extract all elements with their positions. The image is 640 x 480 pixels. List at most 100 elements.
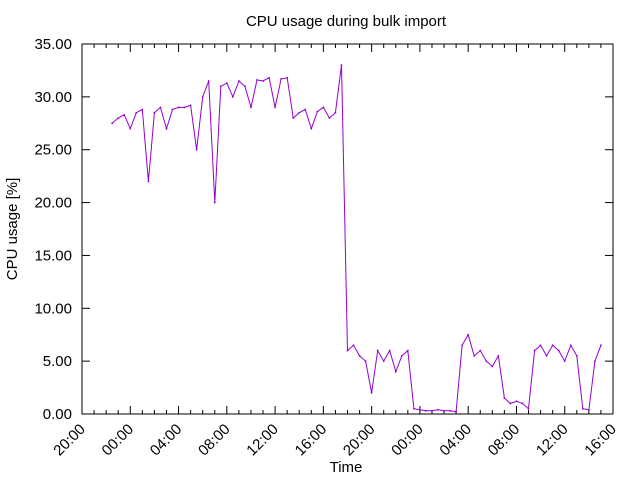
data-point	[461, 344, 464, 347]
data-point	[250, 106, 252, 109]
data-point	[298, 111, 301, 114]
data-point	[425, 409, 427, 412]
data-point	[437, 408, 439, 411]
data-point	[310, 127, 313, 130]
x-tick-label: 08:00	[485, 421, 524, 460]
data-point	[159, 106, 162, 109]
data-point	[473, 354, 476, 357]
data-point	[117, 117, 120, 119]
data-point	[316, 110, 319, 113]
data-point	[515, 400, 518, 403]
data-point	[135, 111, 138, 114]
y-axis-label: CPU usage [%]	[4, 178, 21, 281]
data-point	[153, 111, 156, 114]
y-tick-label: 20.00	[34, 195, 72, 212]
data-point	[467, 333, 470, 336]
x-tick-label: 04:00	[147, 421, 186, 460]
data-point	[419, 408, 421, 411]
data-point	[394, 370, 397, 373]
data-point	[165, 127, 168, 130]
x-tick-label: 20:00	[340, 421, 379, 460]
y-tick-label: 5.00	[43, 353, 72, 370]
data-point	[292, 117, 295, 119]
data-point	[219, 85, 222, 88]
x-tick-label: 20:00	[50, 421, 89, 460]
data-point	[545, 354, 548, 357]
data-point	[328, 117, 331, 119]
data-point	[575, 354, 578, 357]
data-point	[286, 76, 289, 79]
data-point	[563, 360, 566, 363]
data-point	[237, 80, 240, 82]
x-tick-label: 00:00	[388, 421, 427, 460]
data-point	[364, 360, 367, 363]
series-line-0	[111, 65, 602, 413]
chart-title: CPU usage during bulk import	[246, 13, 447, 30]
data-point	[256, 79, 258, 81]
data-point	[521, 402, 524, 405]
data-point	[600, 344, 602, 347]
data-point	[497, 354, 500, 357]
x-axis-label: Time	[330, 459, 363, 476]
y-tick-label: 30.00	[34, 89, 72, 106]
data-point	[195, 148, 198, 151]
data-point	[503, 397, 506, 400]
data-point	[147, 180, 150, 183]
x-tick-label: 08:00	[195, 421, 234, 460]
data-point	[352, 344, 355, 347]
y-tick-label: 25.00	[34, 142, 72, 159]
data-point	[388, 349, 391, 352]
data-point	[171, 108, 174, 111]
x-tick-label: 12:00	[243, 421, 282, 460]
data-point	[334, 111, 337, 114]
data-point	[479, 349, 482, 352]
data-point	[443, 409, 445, 412]
data-point	[491, 365, 494, 368]
data-point	[207, 80, 210, 82]
data-point	[593, 360, 596, 363]
data-point	[382, 360, 385, 363]
data-point	[322, 106, 325, 109]
data-point	[551, 344, 554, 347]
data-point	[539, 344, 542, 347]
data-point	[340, 64, 343, 67]
y-tick-label: 15.00	[34, 247, 72, 264]
data-point	[304, 108, 307, 111]
data-point	[358, 354, 361, 357]
x-tick-label: 04:00	[436, 421, 475, 460]
data-point	[346, 349, 349, 352]
data-point	[183, 106, 186, 109]
x-tick-label: 16:00	[581, 421, 620, 460]
x-tick-label: 00:00	[99, 421, 138, 460]
x-tick-label: 12:00	[533, 421, 572, 460]
data-point	[449, 409, 451, 412]
data-point	[370, 391, 373, 394]
data-point	[274, 106, 276, 109]
data-point	[557, 349, 560, 352]
data-point	[262, 80, 264, 82]
data-point	[400, 354, 403, 357]
data-point	[268, 76, 270, 79]
data-point	[225, 82, 228, 85]
y-tick-label: 10.00	[34, 300, 72, 317]
axis-ticks: 0.00 5.00 10.00 15.00 20.00 25.00 30.00 35.00 20…	[34, 36, 619, 459]
data-point	[244, 85, 246, 88]
data-point	[527, 407, 530, 410]
data-point	[406, 349, 409, 352]
data-point	[509, 402, 512, 405]
y-tick-label: 0.00	[43, 406, 72, 423]
data-point	[129, 127, 132, 130]
data-point	[455, 410, 458, 413]
x-tick-label: 16:00	[292, 421, 331, 460]
data-point	[231, 95, 234, 98]
data-point	[569, 344, 572, 347]
data-point	[485, 360, 488, 363]
data-point	[141, 108, 144, 111]
data-point	[111, 122, 114, 125]
data-point	[581, 407, 584, 410]
data-point	[177, 106, 180, 109]
series-group	[111, 64, 602, 413]
data-point	[587, 408, 590, 411]
y-tick-label: 35.00	[34, 36, 72, 53]
